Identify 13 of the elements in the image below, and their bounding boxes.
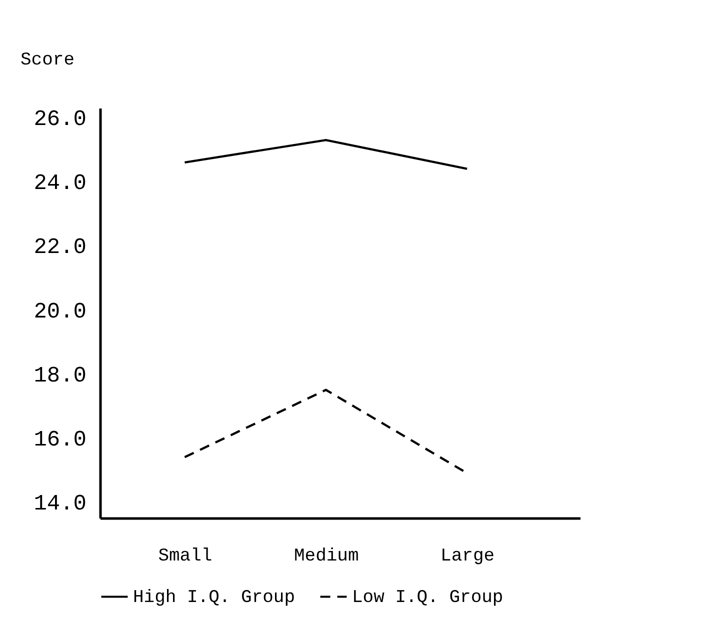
y-axis-title: Score [20,50,75,70]
y-tick-label: 14.0 [34,491,86,516]
y-tick-label: 18.0 [34,363,86,388]
y-tick-label: 20.0 [34,299,86,324]
x-tick-label: Medium [294,546,359,566]
legend-label: Low I.Q. Group [352,588,504,608]
legend-label: High I.Q. Group [133,588,296,608]
y-tick-label: 24.0 [34,171,86,196]
x-tick-label: Small [158,546,212,566]
y-tick-label: 26.0 [34,107,86,132]
y-tick-label: 22.0 [34,235,86,260]
x-tick-label: Large [440,546,495,566]
y-tick-label: 16.0 [34,427,86,452]
